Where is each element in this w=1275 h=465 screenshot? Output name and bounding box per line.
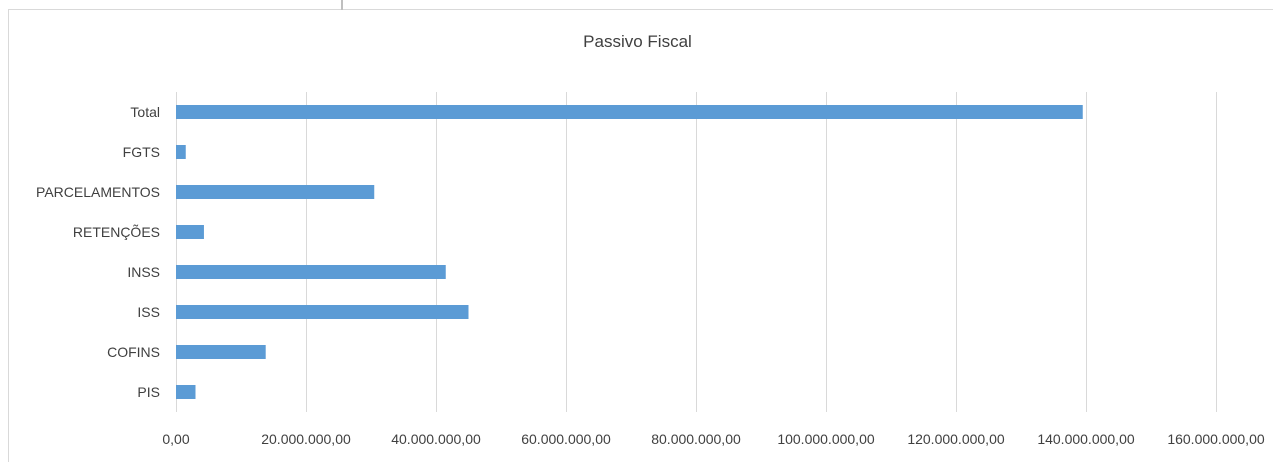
category-label-iss: ISS <box>137 304 160 320</box>
category-label-inss: INSS <box>127 264 160 280</box>
bar-cofins <box>176 345 266 359</box>
category-label-cofins: COFINS <box>107 344 160 360</box>
x-tick-label-2: 40.000.000,00 <box>391 431 481 447</box>
bar-parcelamentos <box>176 185 375 199</box>
bar-retenções <box>176 225 204 239</box>
x-tick-label-4: 80.000.000,00 <box>651 431 741 447</box>
chart-border-notch <box>341 0 343 10</box>
x-tick-label-5: 100.000.000,00 <box>777 431 875 447</box>
x-tick-label-3: 60.000.000,00 <box>521 431 611 447</box>
x-tick-label-8: 160.000.000,00 <box>1167 431 1265 447</box>
category-label-total: Total <box>130 104 160 120</box>
category-label-pis: PIS <box>137 384 160 400</box>
x-tick-label-7: 140.000.000,00 <box>1037 431 1135 447</box>
category-label-parcelamentos: PARCELAMENTOS <box>36 184 160 200</box>
bar-inss <box>176 265 446 279</box>
x-tick-label-6: 120.000.000,00 <box>907 431 1005 447</box>
x-tick-label-0: 0,00 <box>162 431 189 447</box>
bar-total <box>176 105 1083 119</box>
bar-fgts <box>176 145 186 159</box>
bar-iss <box>176 305 469 319</box>
category-label-fgts: FGTS <box>123 144 160 160</box>
chart-frame <box>8 9 1273 462</box>
chart-title: Passivo Fiscal <box>583 32 692 51</box>
category-label-retenções: RETENÇÕES <box>73 224 160 240</box>
x-tick-label-1: 20.000.000,00 <box>261 431 351 447</box>
bar-pis <box>176 385 196 399</box>
